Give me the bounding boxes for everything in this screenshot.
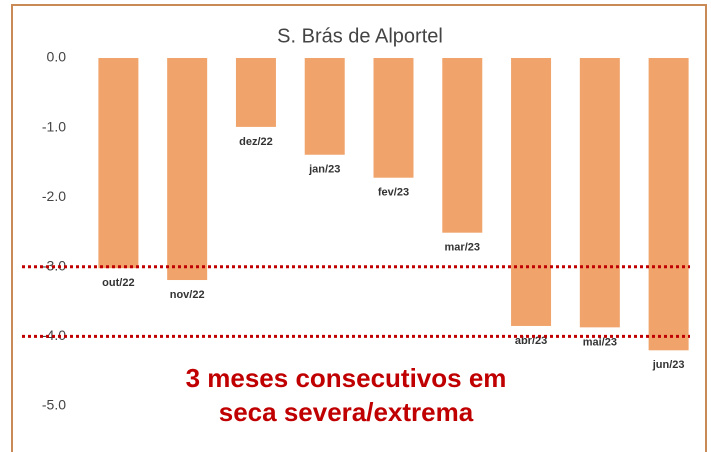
- category-label: mai/23: [583, 336, 617, 348]
- category-label: nov/22: [170, 289, 205, 301]
- bar: [235, 58, 276, 127]
- bar: [167, 58, 208, 281]
- y-tick-label: -5.0: [42, 397, 66, 413]
- bar: [373, 58, 414, 178]
- category-label: out/22: [102, 277, 134, 289]
- y-tick-label: 0.0: [47, 49, 67, 65]
- annotation: 3 meses consecutivos em: [186, 363, 507, 393]
- bar: [98, 58, 139, 269]
- bar: [304, 58, 345, 155]
- category-label: mar/23: [445, 242, 480, 254]
- chart-title: S. Brás de Alportel: [277, 25, 443, 47]
- bar: [442, 58, 483, 233]
- annotation: seca severa/extrema: [219, 397, 474, 427]
- category-label: abr/23: [515, 335, 547, 347]
- y-tick-label: -2.0: [42, 188, 66, 204]
- bar: [511, 58, 552, 326]
- category-label: jun/23: [652, 359, 685, 371]
- bar: [579, 58, 620, 328]
- bar: [648, 58, 689, 351]
- category-label: fev/23: [378, 187, 409, 199]
- y-tick-label: -1.0: [42, 118, 66, 134]
- category-label: jan/23: [308, 164, 340, 176]
- category-label: dez/22: [239, 136, 273, 148]
